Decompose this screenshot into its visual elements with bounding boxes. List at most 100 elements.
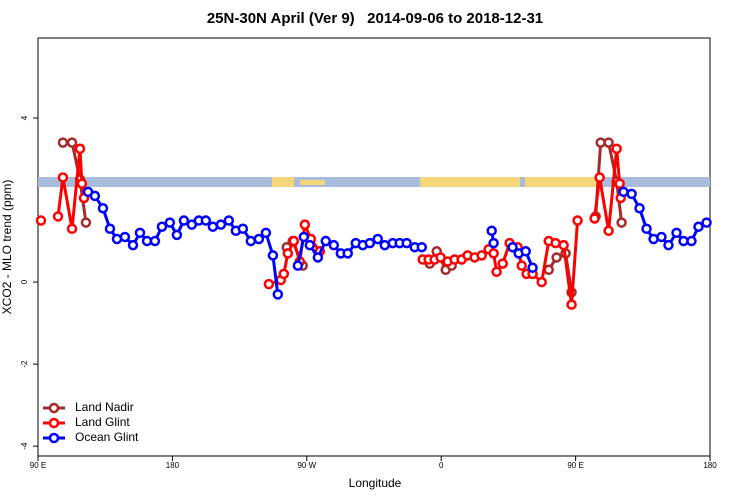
- land-band: [272, 177, 294, 187]
- data-point: [66, 137, 78, 148]
- legend-label: Land Nadir: [75, 400, 134, 414]
- land-band: [420, 177, 520, 187]
- data-point: [572, 215, 583, 226]
- data-point: [288, 235, 300, 247]
- data-point: [626, 188, 637, 200]
- data-point: [134, 227, 146, 239]
- data-point: [207, 221, 219, 232]
- data-point: [223, 215, 235, 226]
- data-point: [558, 239, 569, 251]
- x-tick-label: 180: [166, 461, 180, 470]
- data-point: [272, 289, 284, 300]
- data-point: [149, 235, 161, 247]
- data-point: [686, 235, 697, 247]
- surface-band: [38, 177, 710, 187]
- series-line: [56, 147, 623, 307]
- data-point: [57, 172, 69, 183]
- data-point: [656, 231, 667, 243]
- ocean-band: [38, 177, 710, 187]
- data-point: [616, 217, 627, 228]
- y-tick-label: 0: [20, 279, 29, 284]
- data-point: [298, 231, 310, 243]
- data-point: [364, 237, 376, 249]
- data-point: [52, 211, 64, 222]
- data-point: [178, 215, 190, 226]
- data-point: [476, 250, 487, 261]
- y-tick-label: -2: [20, 360, 29, 368]
- y-tick-label: -4: [20, 442, 29, 450]
- data-point: [520, 246, 531, 257]
- data-point: [566, 299, 577, 310]
- data-point: [618, 186, 629, 198]
- data-point: [416, 241, 428, 253]
- data-point: [76, 178, 88, 189]
- data-point: [119, 231, 131, 243]
- data-point: [401, 237, 412, 249]
- data-point: [74, 143, 86, 155]
- chart-title: 25N-30N April (Ver 9) 2014-09-06 to 2018…: [207, 10, 543, 27]
- data-point: [516, 260, 527, 271]
- data-point: [57, 137, 69, 148]
- data-point: [80, 217, 92, 228]
- data-point: [536, 276, 547, 288]
- data-point: [328, 239, 340, 251]
- data-point: [304, 239, 316, 251]
- data-point: [543, 264, 554, 276]
- plot-frame: [37, 37, 711, 457]
- data-point: [594, 172, 605, 183]
- data-point: [507, 241, 518, 253]
- data-point: [614, 178, 625, 189]
- data-point: [491, 266, 502, 278]
- legend-marker: [48, 402, 60, 414]
- legend-label: Land Glint: [75, 415, 130, 429]
- data-point: [486, 225, 497, 237]
- x-tick-label: 180: [703, 461, 717, 470]
- legend-marker: [48, 432, 60, 444]
- data-point: [278, 268, 290, 280]
- series-line: [62, 141, 624, 293]
- data-point: [253, 233, 265, 245]
- x-tick-label: 90 E: [567, 461, 583, 470]
- data-point: [66, 223, 78, 234]
- legend-marker: [48, 417, 60, 429]
- data-point: [693, 221, 704, 232]
- data-point: [282, 248, 294, 259]
- legend-label: Ocean Glint: [75, 430, 139, 444]
- land-band: [300, 180, 325, 185]
- data-point: [97, 202, 109, 214]
- data-point: [260, 227, 272, 239]
- data-point: [603, 225, 614, 237]
- data-point: [237, 223, 249, 234]
- data-point: [379, 239, 391, 251]
- data-point: [104, 223, 116, 234]
- data-point: [550, 237, 561, 249]
- x-tick-label: 0: [439, 461, 444, 470]
- data-point: [488, 237, 499, 249]
- x-tick-label: 90 E: [30, 461, 46, 470]
- data-point: [171, 229, 183, 241]
- data-point: [589, 213, 600, 224]
- data-point: [320, 235, 332, 247]
- x-axis-label: Longitude: [349, 476, 402, 490]
- data-point: [488, 248, 499, 259]
- data-point: [497, 258, 508, 269]
- land-band: [525, 177, 597, 187]
- data-point: [215, 219, 227, 230]
- data-point: [641, 223, 652, 234]
- data-point: [701, 217, 712, 228]
- data-point: [372, 233, 383, 245]
- data-point: [35, 215, 47, 226]
- data-point: [156, 221, 168, 232]
- data-point: [603, 137, 614, 148]
- data-point: [671, 227, 682, 239]
- data-point: [267, 250, 279, 261]
- data-point: [263, 278, 275, 290]
- y-tick-label: 4: [20, 115, 29, 120]
- data-point: [200, 215, 212, 226]
- data-point: [527, 262, 538, 273]
- data-point: [551, 252, 562, 263]
- data-point: [164, 217, 176, 228]
- data-point: [312, 252, 324, 263]
- data-point: [299, 219, 311, 230]
